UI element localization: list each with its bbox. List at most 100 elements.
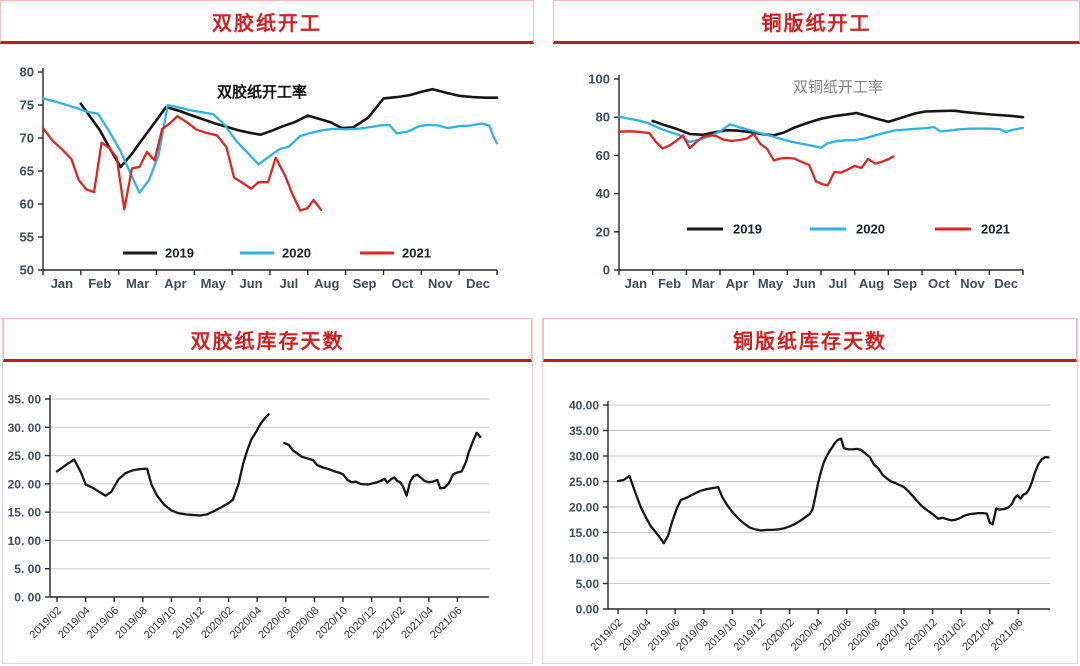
series [55,413,482,517]
y-axis-label: 10.00 [569,552,599,566]
legend: 2019 2020 2021 [123,246,431,261]
series [41,87,499,212]
x-axis-label: Jan [51,276,73,291]
y-axis-label: 70 [20,131,34,146]
chart-inner-title: 双铜纸开工率 [793,79,883,96]
x-axis-label: Aug [314,276,339,291]
y-axis-label: 5.00 [576,577,600,591]
series-2020-line [617,115,1025,149]
x-axis-labels: Jan Feb Mar Apr May Jun Jul Aug Sep Oct Nov Dec [42,270,498,291]
y-axis-label: 10. 00 [8,534,42,548]
x-axis-label: Sep [353,276,377,291]
legend-label-2020: 2020 [282,246,311,261]
panel-title-box-offset-operating: 双胶纸开工 [0,0,534,44]
y-axis-labels: 0. 00 5. 00 10. 00 15. 00 20. 00 25. 00 30. 00… [8,393,50,605]
y-axis-label: 80 [20,65,34,80]
legend: 2019 2020 2021 [687,222,1010,237]
gridlines [608,404,1050,584]
chart-offset-paper-inventory-days: 0. 00 5. 00 10. 00 15. 00 20. 00 25. 00 30. 00… [8,393,489,641]
y-axis-label: 20.00 [569,501,599,515]
legend-label-2019: 2019 [733,222,762,237]
y-axis-label: 100 [588,72,610,87]
y-axis-label: 25. 00 [8,449,42,463]
panel-title: 双胶纸库存天数 [190,330,345,353]
panel-title: 铜版纸库存天数 [733,330,887,353]
series-库存天数-line [283,431,482,497]
series [617,109,1025,187]
x-axis-labels: 2019/022019/042019/062019/082019/102019/… [589,609,1026,653]
y-axis-label: 35.00 [569,424,599,438]
chart-inner-title: 双胶纸开工率 [217,83,307,101]
x-axis-label: Jun [793,276,816,291]
y-axis-label: 30. 00 [8,421,42,435]
y-axis-label: 80 [596,110,610,125]
y-axis-label: 60 [20,197,34,212]
x-axis-label: Oct [392,276,414,291]
x-axis-label: Apr [164,276,186,291]
y-axis-labels: 0 20 40 60 80 100 [588,72,619,278]
x-axis-label: Mar [126,276,149,291]
x-axis-label: Feb [88,276,111,291]
x-axis-label: Nov [960,276,985,291]
y-axis-label: 60 [596,148,610,163]
legend-label-2020: 2020 [856,222,885,237]
axes [618,75,1023,271]
x-axis-label: Jul [828,276,847,291]
legend-label-2021: 2021 [981,222,1010,237]
axes [49,395,489,598]
x-axis-label: Jun [240,276,263,291]
legend-label-2019: 2019 [165,246,194,261]
y-axis-label: 40 [596,186,610,201]
y-axis-label: 40.00 [569,399,599,413]
y-axis-label: 75 [20,98,34,113]
x-axis-label: Nov [428,276,453,291]
panel-title: 铜版纸开工 [761,12,872,35]
series-库存天数-line [616,437,1050,545]
y-axis-label: 25.00 [569,475,599,489]
y-axis-label: 15. 00 [8,506,42,520]
panel-title-box-coated-inventory: 铜版纸库存天数 [543,318,1077,362]
x-axis-label: 2021/06 [428,605,465,642]
x-axis-label: Aug [859,276,884,291]
chart-coated-paper-operating-rate: 0 20 40 60 80 100 Jan Feb Mar Apr May Jun Jul Aug Sep O… [588,72,1025,291]
x-axis-label: Oct [928,276,950,291]
series-2021-line [617,130,895,187]
x-axis-label: Sep [893,276,917,291]
y-axis-label: 0.00 [576,603,600,617]
y-axis-label: 30.00 [569,450,599,464]
series-2021-line [41,115,323,212]
y-axis-label: 35. 00 [8,393,42,407]
y-axis-label: 15.00 [569,526,599,540]
panel-title: 双胶纸开工 [212,12,322,35]
series-2019-line [651,109,1025,137]
y-axis-labels: 50 55 60 65 70 75 80 [20,65,43,278]
x-axis-label: May [201,276,227,291]
panel-title-box-offset-inventory: 双胶纸库存天数 [3,318,532,362]
x-axis-label: Apr [726,276,748,291]
series-库存天数-line [55,413,270,517]
axes [607,401,1050,610]
series [616,437,1050,545]
x-axis-label: 2021/06 [989,617,1026,654]
x-axis-labels: 2019/022019/042019/062019/082019/102019/… [28,597,465,641]
x-axis-label: Dec [466,276,490,291]
x-axis-label: May [758,276,784,291]
y-axis-label: 0 [603,263,610,278]
chart-offset-paper-operating-rate: 50 55 60 65 70 75 80 Jan Feb Mar Apr May Jun Jul Aug Se… [20,65,499,291]
y-axis-label: 65 [20,164,34,179]
gridlines [50,398,489,570]
x-axis-label: Mar [692,276,715,291]
chart-coated-paper-inventory-days: 0.00 5.00 10.00 15.00 20.00 25.00 30.00 35.00 40… [569,399,1050,653]
y-axis-label: 20. 00 [8,477,42,491]
y-axis-label: 50 [20,263,34,278]
y-axis-label: 20 [596,224,610,239]
x-axis-label: Dec [994,276,1018,291]
y-axis-label: 5. 00 [14,562,41,576]
series-2019-line [79,87,499,169]
x-axis-label: Jan [625,276,647,291]
y-axis-label: 0. 00 [14,591,41,605]
legend-label-2021: 2021 [402,246,431,261]
x-axis-label: Feb [658,276,681,291]
x-axis-label: Jul [280,276,299,291]
x-axis-labels: Jan Feb Mar Apr May Jun Jul Aug Sep Oct Nov Dec [618,270,1024,291]
